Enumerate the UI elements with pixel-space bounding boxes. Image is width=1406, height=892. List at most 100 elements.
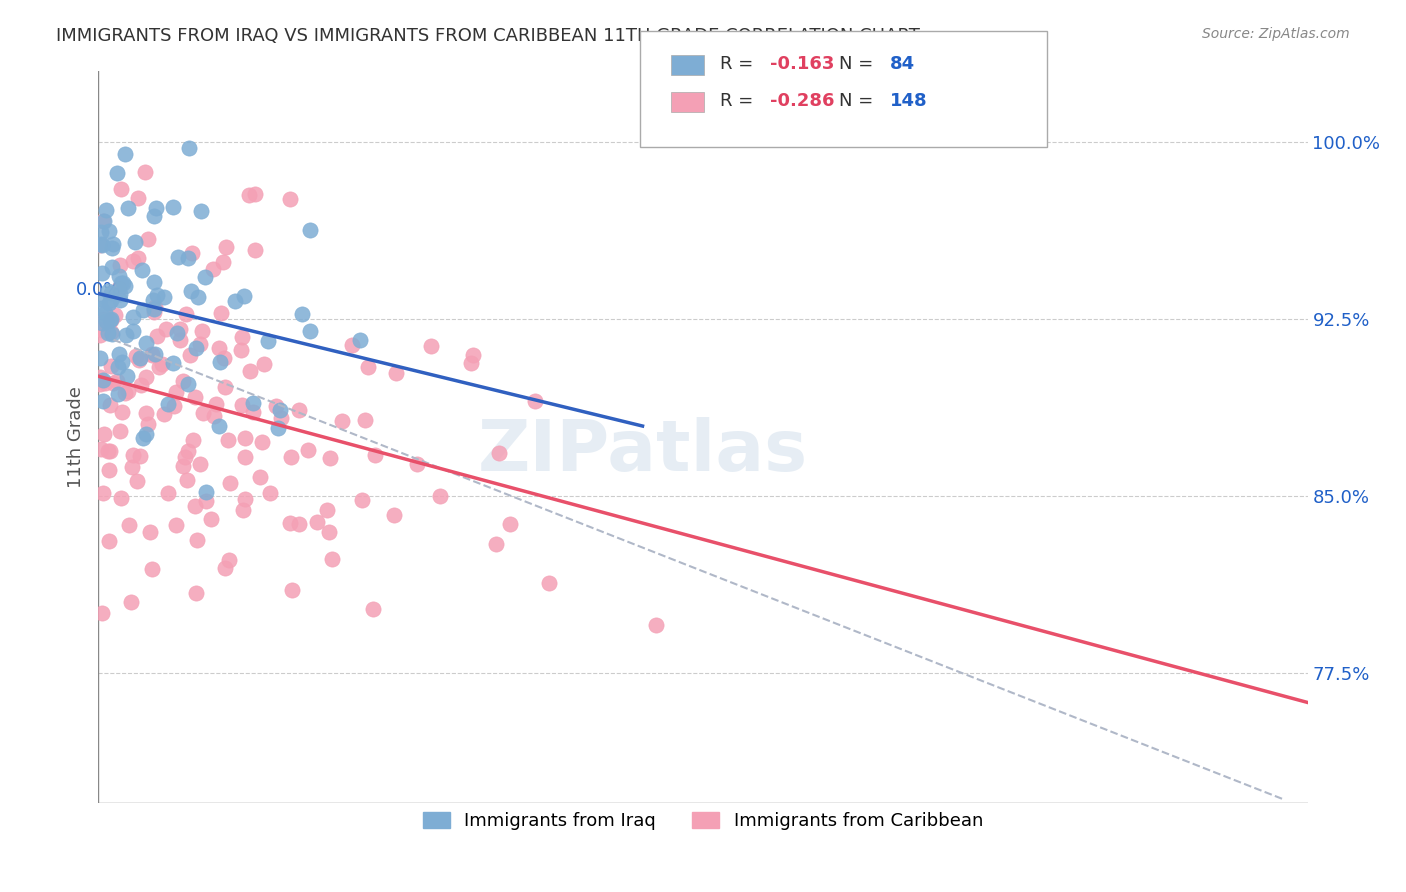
Point: [243, 186, 266, 201]
Point: [243, 243, 266, 257]
Point: [208, 419, 231, 434]
Point: [249, 469, 271, 483]
Point: [91, 394, 114, 409]
Point: [645, 617, 668, 632]
Point: [153, 407, 176, 421]
Point: [98, 443, 121, 458]
Point: [128, 353, 150, 368]
Point: [135, 406, 157, 420]
Point: [186, 533, 208, 547]
Point: [250, 435, 273, 450]
Point: [129, 449, 152, 463]
Point: [340, 338, 363, 352]
Point: [242, 396, 264, 410]
Point: [208, 341, 231, 355]
Point: [232, 503, 254, 517]
Point: [93, 312, 115, 326]
Point: [124, 235, 146, 249]
Point: [93, 213, 115, 227]
Text: 0.0%: 0.0%: [76, 281, 121, 299]
Point: [136, 232, 159, 246]
Point: [127, 251, 149, 265]
Point: [217, 434, 239, 448]
Point: [176, 473, 198, 487]
Point: [127, 191, 149, 205]
Point: [135, 336, 157, 351]
Point: [191, 406, 214, 420]
Text: R =: R =: [720, 92, 759, 110]
Point: [108, 424, 131, 438]
Point: [138, 417, 160, 432]
Point: [94, 376, 117, 391]
Point: [110, 277, 132, 291]
Point: [186, 586, 208, 600]
Point: [354, 413, 377, 427]
Point: [212, 351, 235, 365]
Point: [91, 237, 114, 252]
Point: [100, 293, 122, 308]
Point: [288, 403, 311, 417]
Point: [211, 255, 233, 269]
Point: [98, 534, 121, 549]
Point: [180, 285, 202, 299]
Legend: Immigrants from Iraq, Immigrants from Caribbean: Immigrants from Iraq, Immigrants from Ca…: [416, 805, 990, 838]
Text: -0.163: -0.163: [770, 55, 835, 73]
Point: [91, 266, 114, 280]
Point: [107, 387, 129, 401]
Point: [142, 293, 165, 307]
Point: [110, 287, 132, 301]
Point: [524, 393, 547, 408]
Point: [91, 323, 114, 337]
Point: [108, 347, 131, 361]
Point: [91, 214, 114, 228]
Point: [231, 329, 253, 343]
Point: [298, 324, 321, 338]
Point: [100, 241, 122, 255]
Point: [195, 494, 218, 508]
Point: [114, 386, 136, 401]
Point: [190, 336, 212, 351]
Point: [205, 397, 228, 411]
Point: [165, 518, 187, 533]
Point: [146, 288, 169, 302]
Point: [135, 370, 157, 384]
Point: [157, 485, 180, 500]
Point: [143, 304, 166, 318]
Point: [364, 448, 387, 462]
Point: [90, 442, 112, 456]
Point: [318, 524, 340, 539]
Point: [114, 279, 136, 293]
Point: [232, 289, 254, 303]
Point: [108, 258, 131, 272]
Point: [108, 281, 131, 295]
Point: [186, 341, 208, 355]
Point: [305, 516, 328, 530]
Text: -0.286: -0.286: [770, 92, 835, 110]
Point: [115, 328, 138, 343]
Point: [94, 202, 117, 217]
Point: [143, 276, 166, 290]
Point: [190, 204, 212, 219]
Point: [111, 355, 134, 369]
Point: [297, 443, 319, 458]
Point: [356, 359, 378, 374]
Point: [98, 463, 121, 477]
Point: [235, 431, 257, 445]
Point: [352, 492, 374, 507]
Text: N =: N =: [839, 55, 879, 73]
Point: [202, 409, 225, 423]
Point: [239, 364, 262, 378]
Point: [134, 165, 156, 179]
Point: [200, 512, 222, 526]
Point: [110, 182, 132, 196]
Text: R =: R =: [720, 55, 759, 73]
Point: [90, 301, 112, 315]
Point: [214, 380, 236, 394]
Point: [214, 561, 236, 575]
Point: [150, 357, 173, 371]
Point: [219, 475, 242, 490]
Point: [98, 313, 121, 327]
Text: 148: 148: [890, 92, 928, 110]
Point: [101, 236, 124, 251]
Point: [332, 414, 354, 428]
